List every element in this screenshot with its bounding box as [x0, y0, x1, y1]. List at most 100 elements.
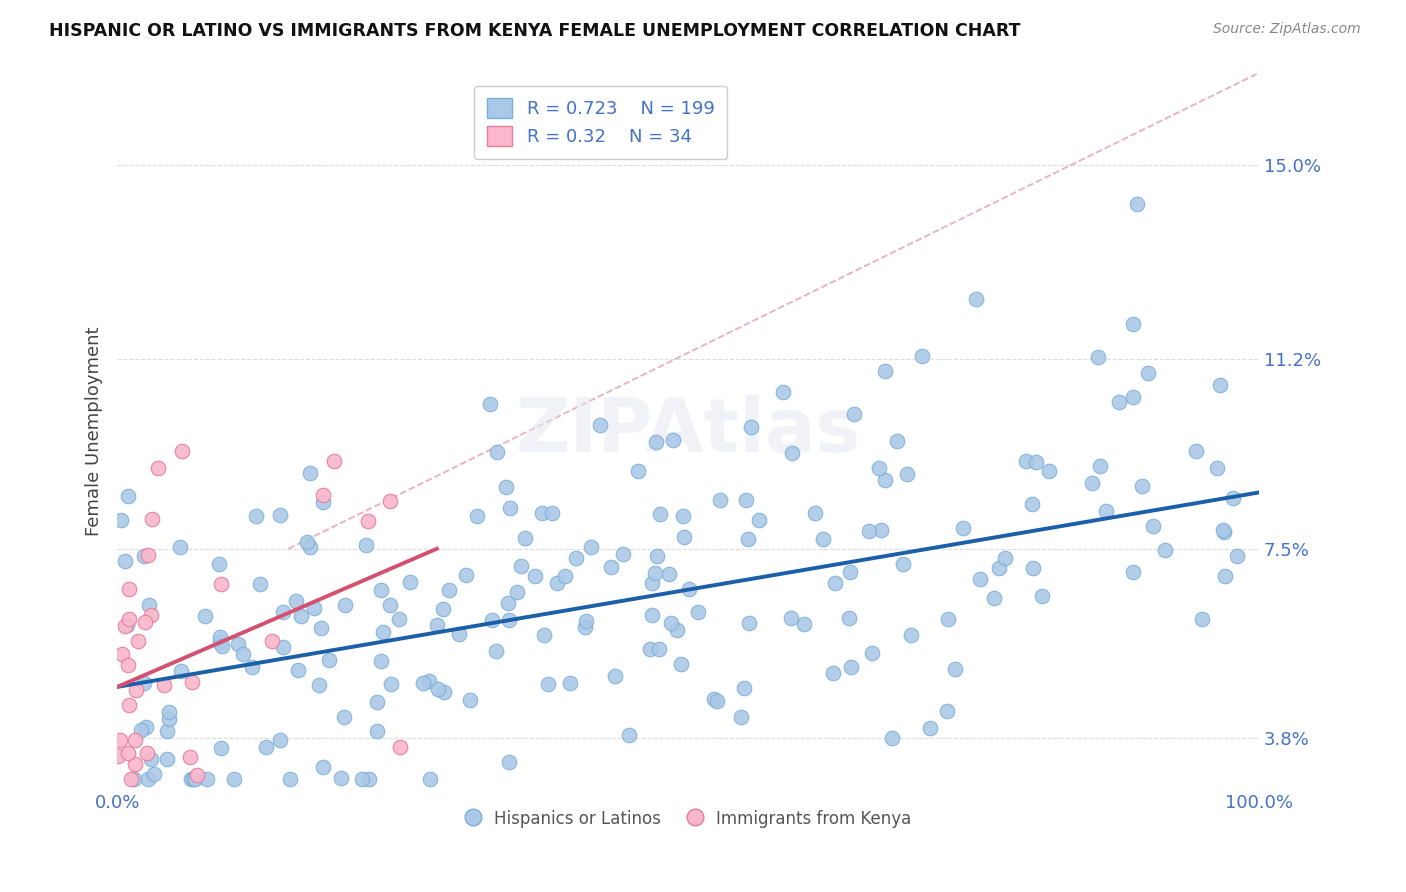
Point — [735, 493, 758, 508]
Text: HISPANIC OR LATINO VS IMMIGRANTS FROM KENYA FEMALE UNEMPLOYMENT CORRELATION CHAR: HISPANIC OR LATINO VS IMMIGRANTS FROM KE… — [49, 22, 1021, 40]
Point — [254, 739, 277, 754]
Point — [169, 540, 191, 554]
Point — [118, 698, 141, 712]
Point — [1088, 459, 1111, 474]
Point — [122, 772, 145, 786]
Point — [546, 576, 568, 591]
Point — [433, 685, 456, 699]
Point — [645, 549, 668, 564]
Point — [673, 530, 696, 544]
Point — [882, 731, 904, 745]
Point — [139, 608, 162, 623]
Point — [1038, 464, 1060, 478]
Point — [157, 712, 180, 726]
Point — [284, 594, 307, 608]
Point — [612, 547, 634, 561]
Point — [498, 500, 520, 515]
Point — [366, 695, 388, 709]
Point — [1137, 367, 1160, 381]
Point — [1205, 461, 1227, 475]
Point — [114, 553, 136, 567]
Point — [779, 611, 801, 625]
Point — [936, 611, 959, 625]
Point — [575, 614, 598, 628]
Y-axis label: Female Unemployment: Female Unemployment — [86, 326, 103, 536]
Point — [772, 384, 794, 399]
Point — [333, 598, 356, 612]
Point — [380, 677, 402, 691]
Point — [170, 443, 193, 458]
Point — [224, 772, 246, 786]
Point — [437, 583, 460, 598]
Point — [1025, 455, 1047, 469]
Point — [181, 772, 204, 786]
Point — [432, 602, 454, 616]
Point — [419, 772, 441, 786]
Point — [330, 771, 353, 785]
Point — [195, 772, 218, 786]
Point — [110, 513, 132, 527]
Point — [260, 634, 283, 648]
Point — [540, 506, 562, 520]
Point — [658, 567, 681, 582]
Point — [117, 489, 139, 503]
Point — [1108, 395, 1130, 409]
Point — [298, 466, 321, 480]
Point — [148, 461, 170, 475]
Point — [186, 768, 208, 782]
Point — [648, 642, 671, 657]
Point — [308, 677, 330, 691]
Point — [886, 434, 908, 449]
Point — [366, 724, 388, 739]
Point — [662, 434, 685, 448]
Point — [120, 772, 142, 786]
Point — [231, 647, 253, 661]
Point — [157, 705, 180, 719]
Point — [156, 723, 179, 738]
Point — [1031, 589, 1053, 603]
Point — [740, 420, 762, 434]
Point — [1021, 497, 1043, 511]
Point — [537, 677, 560, 691]
Point — [1122, 565, 1144, 579]
Point — [824, 576, 846, 591]
Point — [672, 508, 695, 523]
Point — [370, 583, 392, 598]
Point — [627, 465, 650, 479]
Point — [1087, 350, 1109, 364]
Point — [271, 640, 294, 654]
Point — [195, 797, 218, 812]
Point — [141, 752, 163, 766]
Point — [134, 615, 156, 629]
Point — [858, 524, 880, 539]
Point — [479, 397, 502, 411]
Point — [709, 492, 731, 507]
Point — [138, 598, 160, 612]
Point — [211, 639, 233, 653]
Point — [965, 292, 987, 306]
Point — [665, 623, 688, 637]
Point — [994, 550, 1017, 565]
Point — [357, 772, 380, 786]
Point — [322, 454, 344, 468]
Point — [581, 540, 603, 554]
Point — [207, 557, 229, 571]
Point — [641, 607, 664, 622]
Point — [245, 508, 267, 523]
Point — [839, 660, 862, 674]
Point — [842, 407, 865, 421]
Point — [240, 660, 263, 674]
Point — [426, 681, 449, 696]
Point — [170, 664, 193, 678]
Point — [737, 533, 759, 547]
Point — [671, 657, 693, 672]
Point — [510, 558, 533, 573]
Text: Source: ZipAtlas.com: Source: ZipAtlas.com — [1213, 22, 1361, 37]
Point — [124, 756, 146, 771]
Point — [821, 665, 844, 680]
Point — [952, 521, 974, 535]
Point — [803, 506, 825, 520]
Point — [287, 663, 309, 677]
Point — [302, 601, 325, 615]
Point — [117, 746, 139, 760]
